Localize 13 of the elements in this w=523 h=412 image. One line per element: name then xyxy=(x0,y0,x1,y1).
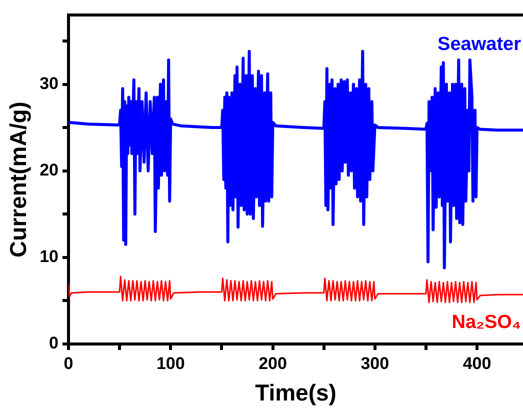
y-tick-label: 10 xyxy=(40,247,59,266)
x-tick-label: 300 xyxy=(360,354,390,373)
x-tick-label: 100 xyxy=(156,354,185,373)
series-label: Na₂SO₄ xyxy=(452,312,521,333)
y-tick-label: 0 xyxy=(49,334,59,353)
x-tick-label: 400 xyxy=(462,354,492,373)
y-tick-label: 20 xyxy=(40,160,59,180)
series-label: Seawater xyxy=(438,34,522,56)
y-tick-label: 30 xyxy=(40,74,59,93)
y-axis-title: Current(mA/g) xyxy=(5,102,32,258)
x-axis-title: Time(s) xyxy=(255,380,336,406)
x-tick-label: 0 xyxy=(64,354,74,373)
x-tick-label: 200 xyxy=(258,354,287,373)
